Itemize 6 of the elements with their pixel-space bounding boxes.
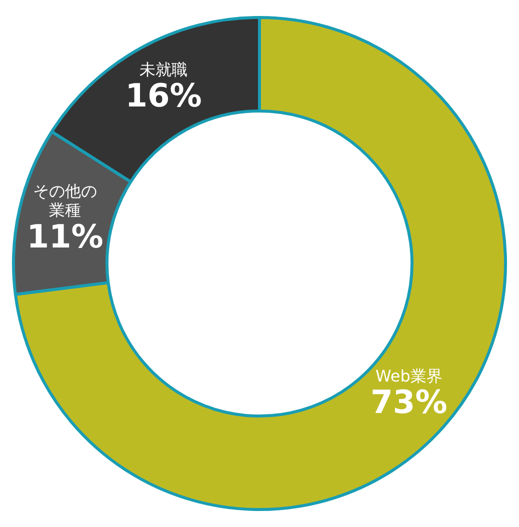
data-label: 73% bbox=[370, 383, 448, 422]
data-label: 16% bbox=[125, 76, 202, 115]
slice-label: 未就職 bbox=[140, 60, 188, 80]
data-label: 11% bbox=[26, 217, 104, 256]
slice-label: その他の業種 bbox=[33, 182, 98, 220]
slice-label: Web業界 bbox=[376, 366, 442, 386]
